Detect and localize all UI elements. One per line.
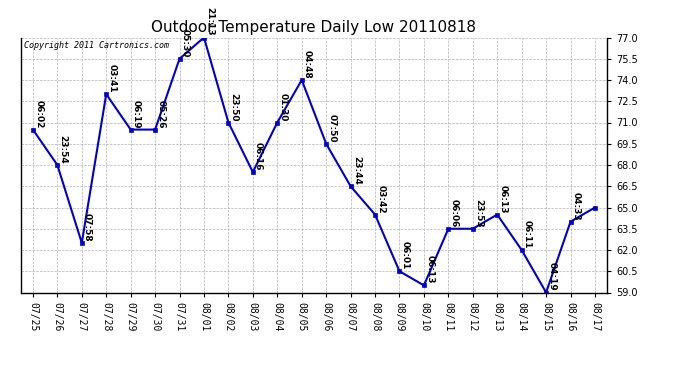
Text: 04:19: 04:19 (547, 262, 556, 291)
Text: Copyright 2011 Cartronics.com: Copyright 2011 Cartronics.com (23, 41, 168, 50)
Text: 06:02: 06:02 (34, 100, 43, 128)
Text: 06:06: 06:06 (450, 199, 459, 227)
Text: 07:50: 07:50 (327, 114, 337, 142)
Text: 06:19: 06:19 (132, 99, 141, 128)
Text: 23:54: 23:54 (59, 135, 68, 164)
Text: 03:42: 03:42 (376, 184, 385, 213)
Text: 06:11: 06:11 (523, 220, 532, 249)
Text: 06:13: 06:13 (425, 255, 434, 284)
Text: 06:13: 06:13 (498, 184, 507, 213)
Text: 04:33: 04:33 (572, 192, 581, 220)
Text: 03:41: 03:41 (108, 64, 117, 93)
Text: 01:30: 01:30 (279, 93, 288, 121)
Text: 04:48: 04:48 (303, 50, 312, 79)
Text: 05:30: 05:30 (181, 29, 190, 57)
Text: 21:13: 21:13 (205, 8, 214, 36)
Text: 23:50: 23:50 (230, 93, 239, 121)
Text: 06:16: 06:16 (254, 142, 263, 171)
Title: Outdoor Temperature Daily Low 20110818: Outdoor Temperature Daily Low 20110818 (151, 20, 477, 35)
Text: 06:01: 06:01 (401, 242, 410, 270)
Text: 07:58: 07:58 (83, 213, 92, 242)
Text: 23:44: 23:44 (352, 156, 361, 185)
Text: 23:53: 23:53 (474, 199, 483, 227)
Text: 05:26: 05:26 (157, 100, 166, 128)
